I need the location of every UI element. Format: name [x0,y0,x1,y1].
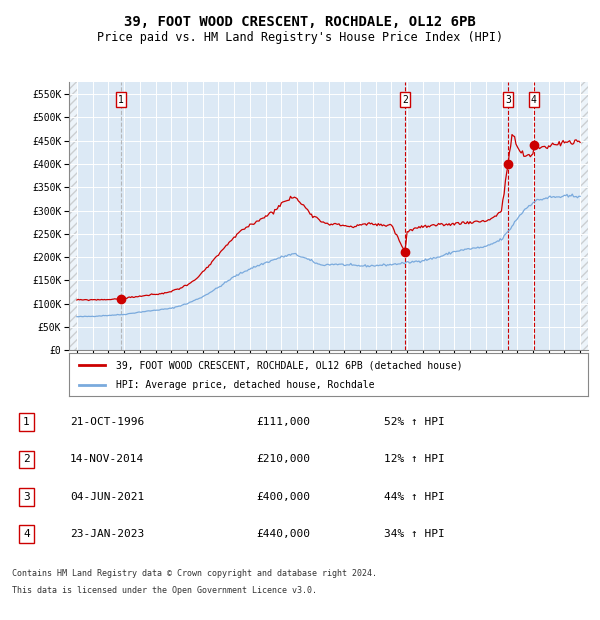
Text: 4: 4 [23,529,30,539]
Text: 1: 1 [118,95,124,105]
Text: £210,000: £210,000 [256,454,310,464]
Text: 14-NOV-2014: 14-NOV-2014 [70,454,145,464]
Text: 12% ↑ HPI: 12% ↑ HPI [385,454,445,464]
Text: 2: 2 [402,95,408,105]
Text: 2: 2 [23,454,30,464]
Text: Contains HM Land Registry data © Crown copyright and database right 2024.: Contains HM Land Registry data © Crown c… [12,569,377,578]
Text: £111,000: £111,000 [256,417,310,427]
Text: 4: 4 [531,95,537,105]
Text: 34% ↑ HPI: 34% ↑ HPI [385,529,445,539]
Text: 44% ↑ HPI: 44% ↑ HPI [385,492,445,502]
Bar [580,82,588,350]
Text: This data is licensed under the Open Government Licence v3.0.: This data is licensed under the Open Gov… [12,586,317,595]
Text: 39, FOOT WOOD CRESCENT, ROCHDALE, OL12 6PB: 39, FOOT WOOD CRESCENT, ROCHDALE, OL12 6… [124,15,476,29]
Text: £400,000: £400,000 [256,492,310,502]
Text: 52% ↑ HPI: 52% ↑ HPI [385,417,445,427]
Bar [69,82,77,350]
Text: 21-OCT-1996: 21-OCT-1996 [70,417,145,427]
Text: 04-JUN-2021: 04-JUN-2021 [70,492,145,502]
Text: £440,000: £440,000 [256,529,310,539]
Text: 23-JAN-2023: 23-JAN-2023 [70,529,145,539]
Text: 3: 3 [505,95,511,105]
Text: HPI: Average price, detached house, Rochdale: HPI: Average price, detached house, Roch… [116,379,374,389]
Text: Price paid vs. HM Land Registry's House Price Index (HPI): Price paid vs. HM Land Registry's House … [97,31,503,43]
Text: 3: 3 [23,492,30,502]
Text: 1: 1 [23,417,30,427]
Text: 39, FOOT WOOD CRESCENT, ROCHDALE, OL12 6PB (detached house): 39, FOOT WOOD CRESCENT, ROCHDALE, OL12 6… [116,360,463,370]
